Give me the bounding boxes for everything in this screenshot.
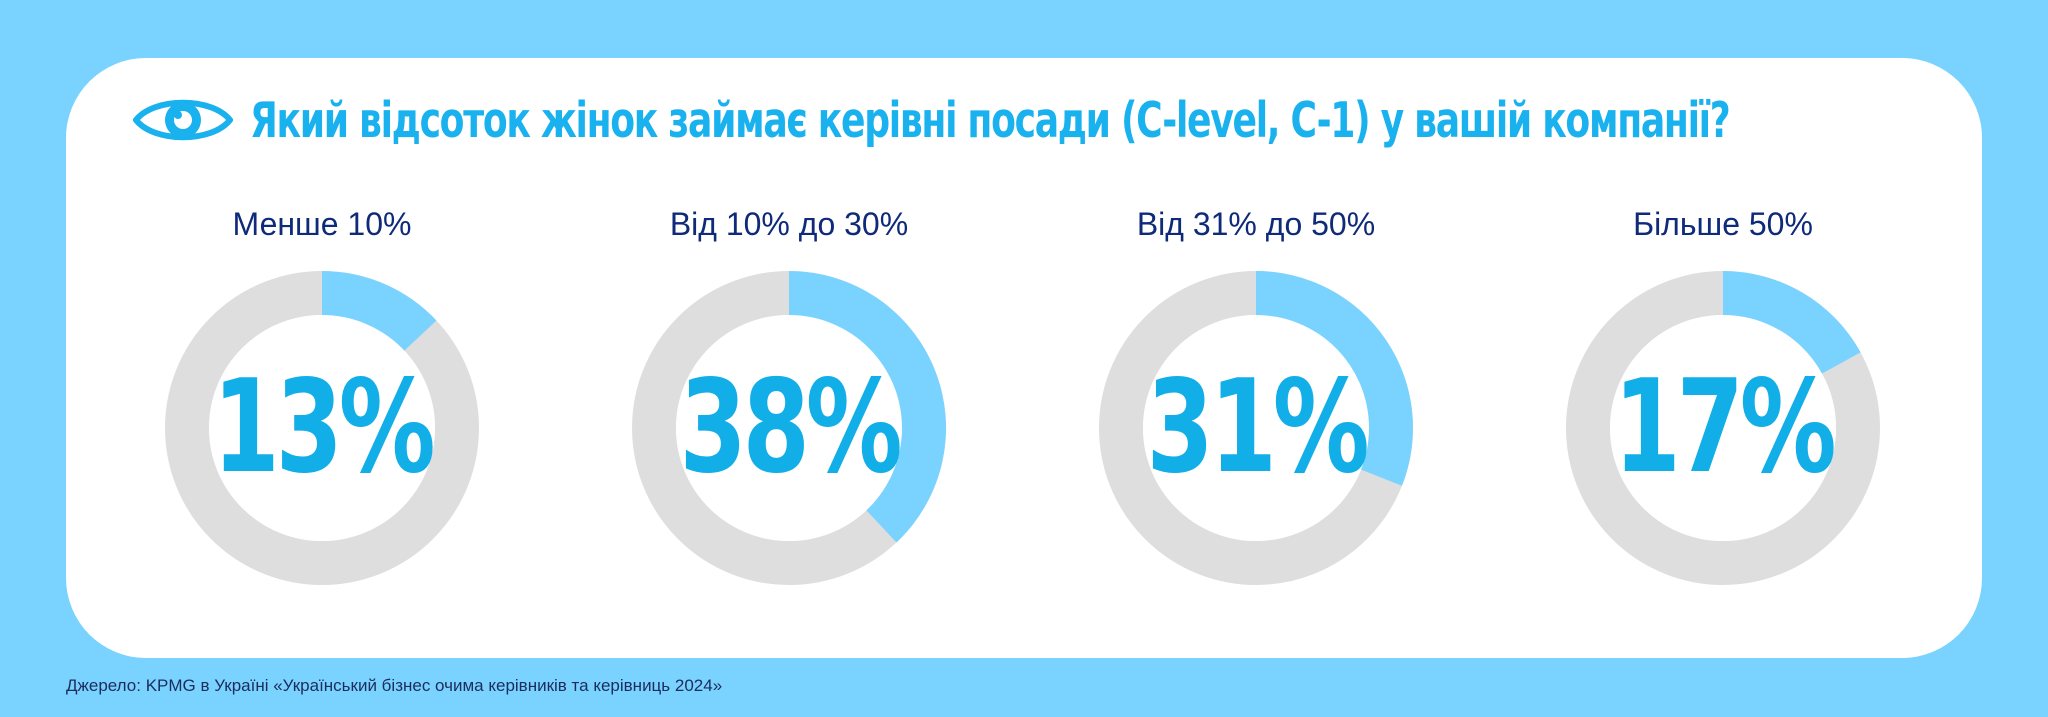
page-title: Який відсоток жінок займає керівні посад… [250, 91, 1731, 149]
percentage-value: 31% [1146, 353, 1370, 502]
donut-graphic [1099, 271, 1413, 585]
percentage-value: 38% [679, 353, 903, 502]
title-row: Який відсоток жінок займає керівні посад… [132, 82, 2048, 158]
donut-hole [676, 315, 902, 541]
donut-graphic [165, 271, 479, 585]
category-label: Від 31% до 50% [1136, 206, 1376, 242]
category-label: Менше 10% [232, 206, 412, 242]
source-note: Джерело: KPMG в Україні «Український біз… [66, 676, 723, 695]
donut-hole [1610, 315, 1836, 541]
donut-graphic [632, 271, 946, 585]
donut-hole [1143, 315, 1369, 541]
percentage-value: 13% [212, 353, 436, 502]
category-label: Більше 50% [1633, 206, 1813, 242]
donut-chart-less-10: Менше 10% 13% [157, 58, 487, 658]
percentage-value: 17% [1613, 353, 1837, 502]
donut-hole [209, 315, 435, 541]
donut-graphic [1566, 271, 1880, 585]
donut-chart-31-to-50: Від 31% до 50% 31% [1091, 58, 1421, 658]
category-label: Від 10% до 30% [669, 206, 909, 242]
donut-chart-more-50: Більше 50% 17% [1558, 58, 1888, 658]
eye-icon [133, 99, 233, 141]
infographic-card: Який відсоток жінок займає керівні посад… [66, 58, 1982, 658]
donut-chart-10-to-30: Від 10% до 30% 38% [624, 58, 954, 658]
